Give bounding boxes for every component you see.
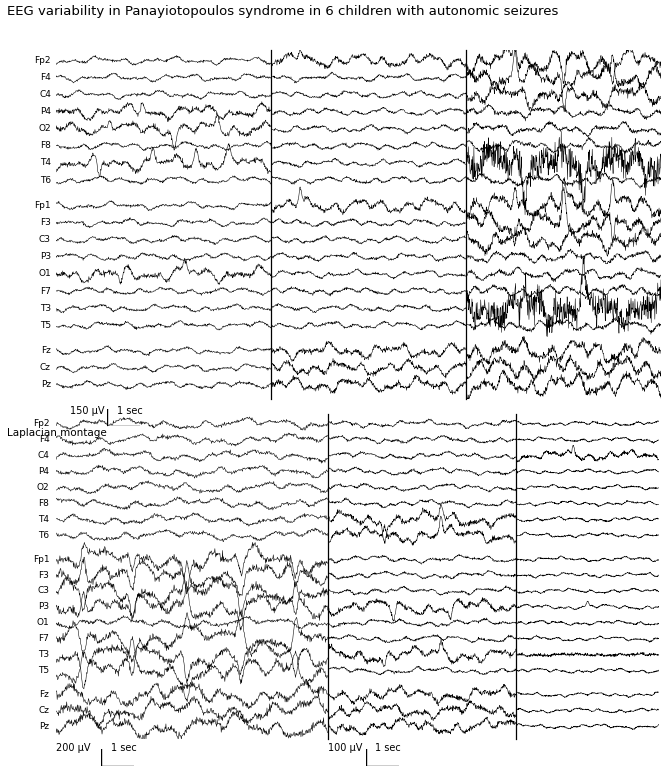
Text: 200 μV: 200 μV [56,743,91,753]
Text: 1 sec: 1 sec [375,743,401,753]
Text: Fp1: Fp1 [33,555,50,563]
Text: F7: F7 [38,634,50,643]
Text: T4: T4 [40,159,51,167]
Text: F4: F4 [40,73,51,82]
Text: Fp2: Fp2 [33,420,50,428]
Text: T4: T4 [38,515,50,524]
Text: T5: T5 [40,320,51,330]
Text: O2: O2 [37,483,50,492]
Text: P3: P3 [40,252,51,262]
Text: F3: F3 [38,570,50,580]
Text: Pz: Pz [41,381,51,389]
Text: Fp1: Fp1 [34,201,51,211]
Text: EEG variability in Panayiotopoulos syndrome in 6 children with autonomic seizure: EEG variability in Panayiotopoulos syndr… [7,5,558,19]
Text: F8: F8 [40,142,51,150]
Text: 1 sec: 1 sec [111,743,136,753]
Text: Cz: Cz [40,363,51,372]
Text: 150 μV: 150 μV [70,406,104,416]
Text: P3: P3 [38,602,50,611]
Text: T5: T5 [38,666,50,675]
Text: O2: O2 [38,125,51,133]
Text: C4: C4 [38,451,50,460]
Text: T3: T3 [38,650,50,659]
Text: 100 μV: 100 μV [328,743,362,753]
Text: C3: C3 [39,235,51,245]
Text: P4: P4 [40,108,51,116]
Text: T6: T6 [40,176,51,184]
Text: F7: F7 [40,286,51,296]
Text: F4: F4 [39,435,50,444]
Text: Pz: Pz [39,722,50,731]
Text: F8: F8 [38,498,50,508]
Text: P4: P4 [38,467,50,476]
Text: C4: C4 [39,91,51,99]
Text: C3: C3 [38,587,50,595]
Text: T6: T6 [38,531,50,539]
Text: Laplacian montage: Laplacian montage [7,428,107,438]
Text: T3: T3 [40,303,51,313]
Text: Cz: Cz [38,706,50,715]
Text: O1: O1 [36,618,50,628]
Text: Fz: Fz [40,690,50,699]
Text: 1 sec: 1 sec [117,406,143,416]
Text: Fz: Fz [41,346,51,355]
Text: O1: O1 [38,269,51,279]
Text: F3: F3 [40,218,51,228]
Text: Fp2: Fp2 [34,56,51,65]
